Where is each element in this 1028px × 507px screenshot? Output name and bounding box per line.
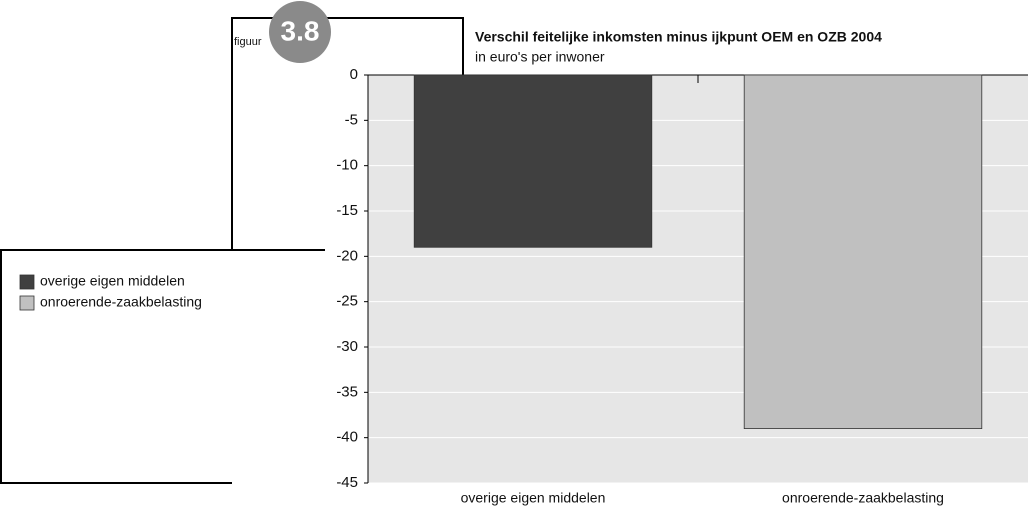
x-tick-label: onroerende-zaakbelasting bbox=[782, 490, 944, 506]
y-tick-label: -15 bbox=[336, 202, 358, 219]
x-tick-label: overige eigen middelen bbox=[461, 490, 606, 506]
y-tick-label: -30 bbox=[336, 338, 358, 355]
y-tick-label: -40 bbox=[336, 429, 358, 446]
figure-badge bbox=[269, 1, 331, 63]
frame bbox=[0, 249, 325, 484]
chart-subtitle: in euro's per inwoner bbox=[475, 49, 605, 65]
y-tick-label: -10 bbox=[336, 157, 358, 174]
chart-title: Verschil feitelijke inkomsten minus ijkp… bbox=[475, 29, 882, 45]
legend-swatch bbox=[19, 295, 35, 311]
y-tick-label: -5 bbox=[345, 111, 358, 128]
legend-swatch bbox=[19, 274, 35, 290]
bar bbox=[413, 74, 653, 248]
legend-label: overige eigen middelen bbox=[40, 273, 185, 289]
bar bbox=[743, 74, 983, 430]
figure-number: 3.8 bbox=[281, 15, 320, 46]
legend-label: onroerende-zaakbelasting bbox=[40, 294, 202, 310]
y-tick-label: -35 bbox=[336, 383, 358, 400]
figure-label: figuur bbox=[234, 36, 262, 48]
frame bbox=[231, 17, 464, 250]
y-tick-label: -25 bbox=[336, 293, 358, 310]
y-tick-label: -45 bbox=[336, 474, 358, 491]
y-tick-label: -20 bbox=[336, 247, 358, 264]
y-tick-label: 0 bbox=[350, 66, 358, 83]
